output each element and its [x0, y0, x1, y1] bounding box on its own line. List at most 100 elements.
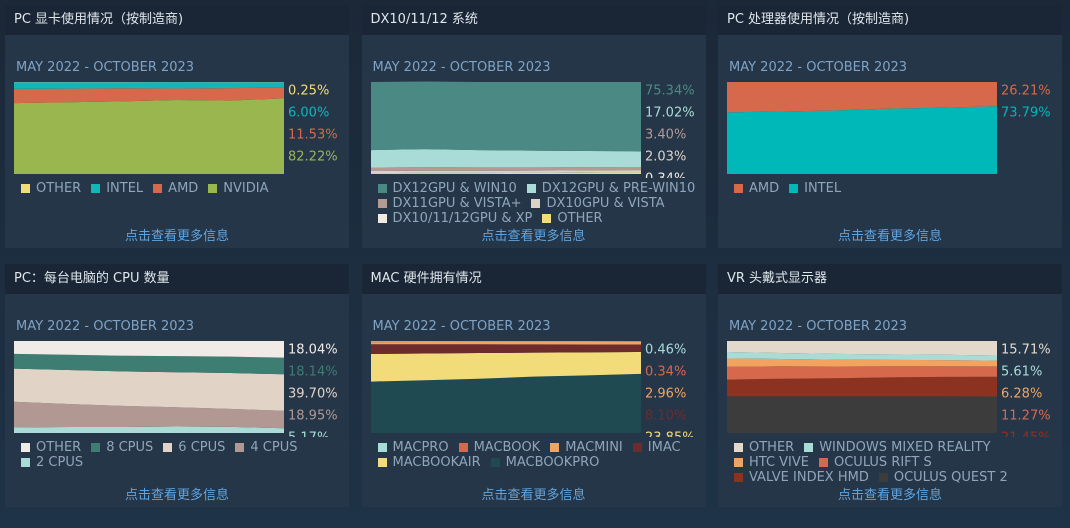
legend-label: DX11GPU & VISTA+ [392, 196, 522, 211]
area-series [727, 82, 997, 113]
legend-item: MACBOOKAIR [377, 455, 481, 470]
legend-swatch [153, 184, 163, 193]
legend: OTHER 8 CPUS 6 CPUS 4 CPUS 2 CPUS [21, 440, 343, 470]
legend: OTHER INTEL AMD NVIDIA [21, 181, 343, 196]
more-info-link[interactable]: 点击查看更多信息 [837, 488, 942, 503]
area-series [727, 352, 997, 361]
area-series [370, 341, 641, 343]
value-label: 6.00% [288, 106, 329, 121]
panel-title: MAC 硬件拥有情况 [361, 264, 706, 294]
legend: AMD INTEL [734, 181, 1056, 196]
legend-label: MACBOOKPRO [505, 455, 600, 470]
legend-swatch [734, 443, 743, 452]
legend-item: OTHER [21, 440, 81, 455]
more-info-link[interactable]: 点击查看更多信息 [124, 229, 229, 244]
legend-swatch [377, 199, 387, 208]
legend-item: DX11GPU & VISTA+ [377, 196, 522, 211]
panel-title: PC 显卡使用情况（按制造商) [5, 5, 349, 35]
area-series [370, 341, 641, 345]
legend-item: MACBOOK [458, 440, 541, 455]
legend-label: 8 CPUS [106, 440, 154, 455]
legend-swatch [531, 199, 541, 208]
area-series [370, 149, 641, 168]
legend-label: OTHER [749, 440, 795, 455]
value-label: 8.10% [645, 409, 686, 424]
legend-label: OTHER [557, 211, 603, 226]
area-series [14, 368, 284, 411]
area-series [370, 166, 641, 172]
area-series [727, 366, 997, 380]
value-label: 5.17% [288, 431, 329, 438]
legend-swatch [21, 458, 30, 467]
value-label: 11.27% [1001, 409, 1051, 424]
legend-label: MACBOOK [473, 440, 541, 455]
more-info-link[interactable]: 点击查看更多信息 [481, 488, 586, 503]
legend-swatch [91, 184, 101, 193]
panel-title: DX10/11/12 系统 [361, 5, 706, 35]
more-info-link[interactable]: 点击查看更多信息 [124, 488, 229, 503]
panel: DX10/11/12 系统 MAY 2022 - OCTOBER 2023 75.3… [361, 5, 706, 248]
legend-label: DX10/11/12GPU & XP [392, 211, 533, 226]
legend-swatch [163, 443, 173, 452]
legend-label: OCULUS QUEST 2 [893, 470, 1008, 485]
legend-item: OTHER [21, 181, 81, 196]
chart: 15.71%5.61%6.28%11.27%21.45%39.69% [727, 340, 1051, 437]
legend-item: VALVE INDEX HMD [734, 470, 869, 485]
legend-swatch [789, 184, 799, 193]
value-label: 2.03% [645, 150, 686, 165]
legend-item: MACMINI [550, 440, 623, 455]
legend-swatch [490, 458, 500, 467]
legend-label: MACMINI [565, 440, 623, 455]
value-label: 15.71% [1001, 343, 1051, 358]
legend-item: INTEL [91, 181, 143, 196]
legend-label: OTHER [36, 440, 82, 455]
more-info-link[interactable]: 点击查看更多信息 [481, 229, 586, 244]
panel-title: PC：每台电脑的 CPU 数量 [5, 264, 349, 294]
area-series [14, 87, 284, 104]
legend-item: AMD [734, 181, 779, 196]
panel: MAC 硬件拥有情况 MAY 2022 - OCTOBER 2023 0.46% 0.… [361, 264, 706, 507]
legend-item: 8 CPUS [91, 440, 153, 455]
value-label: 0.25% [288, 84, 329, 99]
chart: 26.21% 73.79% [727, 82, 1051, 174]
legend-label: INTEL [804, 181, 842, 196]
more-info-link[interactable]: 点击查看更多信息 [837, 229, 942, 244]
value-label: 3.40% [645, 128, 686, 143]
legend-item: MACBOOKPRO [490, 455, 600, 470]
legend-swatch [377, 458, 387, 467]
legend-item: OTHER [542, 211, 603, 226]
legend-label: OCULUS RIFT S [834, 455, 932, 470]
legend-item: 2 CPUS [21, 455, 83, 470]
area-series [370, 351, 641, 382]
value-label: 18.04% [288, 343, 338, 358]
legend-swatch [21, 184, 30, 193]
value-label: 18.95% [288, 409, 338, 424]
legend-item: DX12GPU & PRE-WIN10 [526, 181, 695, 196]
value-label: 18.14% [288, 365, 338, 380]
value-label: 0.34% [645, 172, 686, 179]
legend-swatch [819, 458, 828, 467]
panel: PC 显卡使用情况（按制造商) MAY 2022 - OCTOBER 2023 0.… [5, 5, 349, 248]
legend-label: MACPRO [392, 440, 449, 455]
date-range: MAY 2022 - OCTOBER 2023 [16, 60, 195, 75]
area-series [370, 170, 641, 174]
legend-item: OCULUS RIFT S [819, 455, 932, 470]
legend-swatch [21, 443, 30, 452]
value-label: 26.21% [1001, 84, 1051, 99]
value-label: 0.34% [645, 365, 686, 380]
legend-item: HTC VIVE [734, 455, 809, 470]
area-series [14, 353, 284, 375]
legend-item: IMAC [632, 440, 681, 455]
area-series [727, 106, 997, 174]
legend-item: 6 CPUS [163, 440, 225, 455]
legend-swatch [377, 443, 387, 452]
value-label: 82.22% [288, 150, 338, 165]
legend-swatch [526, 184, 536, 193]
legend: OTHER WINDOWS MIXED REALITY HTC VIVE OCULUS… [734, 440, 1056, 485]
legend-label: 4 CPUS [250, 440, 298, 455]
value-label: 11.53% [288, 128, 338, 143]
area-series [14, 82, 284, 89]
legend-swatch [734, 184, 743, 193]
value-label: 17.02% [645, 106, 695, 121]
